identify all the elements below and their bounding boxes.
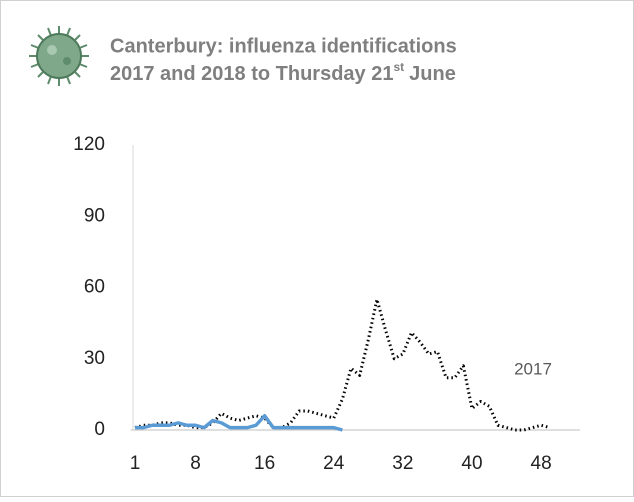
- x-tick-label: 32: [392, 453, 413, 474]
- y-tick-label: 90: [84, 205, 105, 226]
- x-tick-label: 1: [130, 453, 141, 474]
- x-tick-label: 40: [461, 453, 482, 474]
- subtitle-text: 2017 and 2018 to Thursday 21: [110, 63, 393, 85]
- x-tick-label: 8: [190, 453, 201, 474]
- y-tick-label: 120: [73, 134, 105, 155]
- y-tick-label: 0: [94, 419, 105, 440]
- y-tick-label: 30: [84, 348, 105, 369]
- subtitle-after: June: [409, 63, 456, 85]
- x-tick-label: 24: [323, 453, 345, 474]
- virus-icon: [29, 26, 89, 86]
- page: Canterbury: influenza identifications 20…: [0, 0, 634, 502]
- series-label: 2017: [514, 359, 552, 378]
- x-tick-label: 48: [531, 453, 552, 474]
- chart: Canterbury: influenza identifications 20…: [0, 0, 634, 497]
- chart-title: Canterbury: influenza identifications: [110, 35, 457, 57]
- x-tick-label: 16: [254, 453, 275, 474]
- y-tick-label: 60: [84, 277, 105, 298]
- subtitle-superscript: st: [393, 60, 404, 74]
